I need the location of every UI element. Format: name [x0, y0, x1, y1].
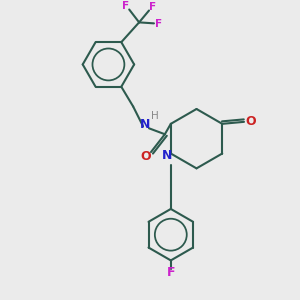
Text: F: F — [149, 2, 157, 11]
Text: F: F — [122, 1, 129, 10]
Text: F: F — [167, 266, 175, 279]
Text: O: O — [141, 149, 152, 163]
Text: F: F — [155, 20, 163, 29]
Text: O: O — [246, 116, 256, 128]
Text: N: N — [162, 149, 172, 162]
Text: H: H — [151, 111, 159, 122]
Text: N: N — [140, 118, 150, 131]
